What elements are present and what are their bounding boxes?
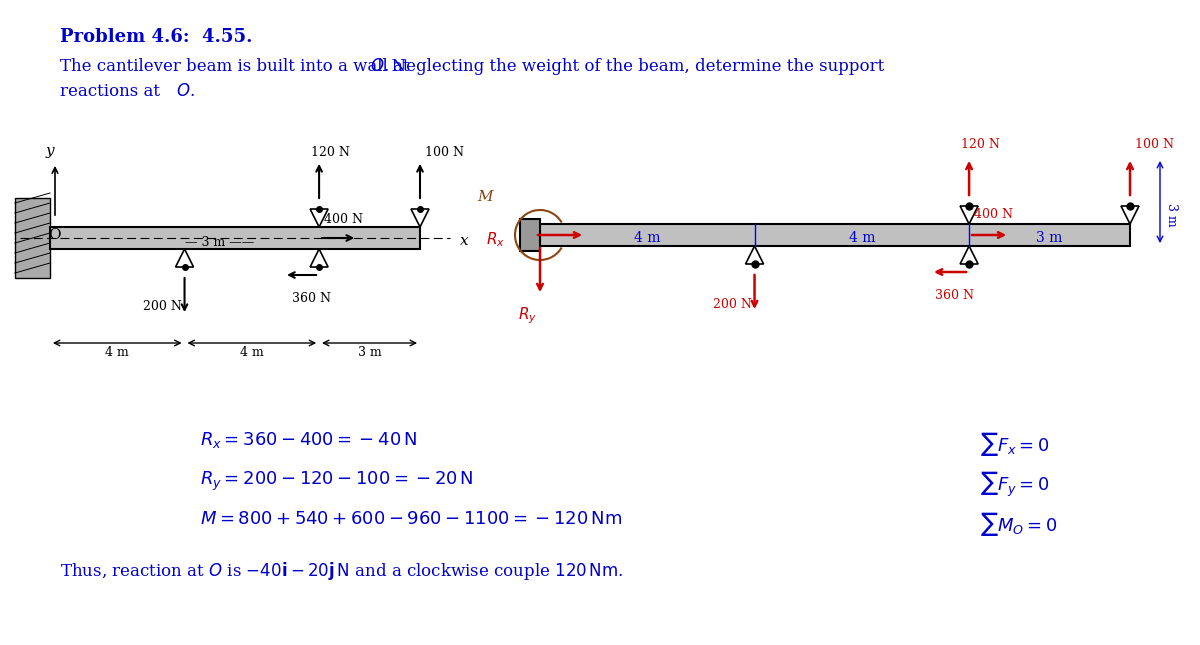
Text: y: y	[46, 144, 54, 158]
Text: $R_x$: $R_x$	[486, 231, 504, 250]
Text: 4 m: 4 m	[634, 231, 660, 245]
Text: 3 m: 3 m	[1165, 203, 1178, 227]
Text: 100 N: 100 N	[1135, 138, 1174, 151]
Text: 4 m: 4 m	[848, 231, 875, 245]
Polygon shape	[410, 209, 430, 227]
Text: $R_x = 360 - 400 = -40\,\mathrm{N}$: $R_x = 360 - 400 = -40\,\mathrm{N}$	[200, 430, 418, 450]
Text: $\sum M_O = 0$: $\sum M_O = 0$	[980, 510, 1057, 538]
Text: 400 N: 400 N	[974, 208, 1013, 221]
Text: 3 m: 3 m	[358, 346, 382, 359]
Text: 4 m: 4 m	[240, 346, 264, 359]
Text: $R_y = 200 - 120 - 100 = -20\,\mathrm{N}$: $R_y = 200 - 120 - 100 = -20\,\mathrm{N}…	[200, 470, 474, 493]
Bar	[540, 224, 1130, 246]
Polygon shape	[960, 246, 978, 264]
Text: 360 N: 360 N	[292, 292, 330, 305]
Polygon shape	[960, 206, 978, 224]
Text: 120 N: 120 N	[311, 146, 350, 159]
Text: Problem 4.6:  4.55.: Problem 4.6: 4.55.	[60, 28, 252, 46]
Text: 200 N: 200 N	[143, 301, 181, 313]
Bar	[520, 219, 540, 251]
Text: Neglecting the weight of the beam, determine the support: Neglecting the weight of the beam, deter…	[382, 58, 884, 75]
Polygon shape	[310, 249, 328, 267]
Text: $O$.: $O$.	[370, 58, 389, 75]
Text: $\sum F_y = 0$: $\sum F_y = 0$	[980, 470, 1050, 499]
Text: M: M	[478, 190, 493, 204]
Bar	[14, 198, 50, 278]
Text: — 3 m ——: — 3 m ——	[185, 235, 254, 248]
Text: 360 N: 360 N	[935, 289, 973, 302]
Text: 120 N: 120 N	[961, 138, 1000, 151]
Text: O: O	[48, 228, 61, 242]
Bar	[50, 227, 420, 249]
Polygon shape	[175, 249, 193, 267]
Text: Thus, reaction at $O$ is $-40\mathbf{i} - 20\mathbf{j}\,\mathrm{N}$ and a clockw: Thus, reaction at $O$ is $-40\mathbf{i} …	[60, 560, 623, 582]
Text: $\sum F_x = 0$: $\sum F_x = 0$	[980, 430, 1050, 458]
Text: $M = 800 + 540 + 600 - 960 - 1100 = -120\,\mathrm{Nm}$: $M = 800 + 540 + 600 - 960 - 1100 = -120…	[200, 510, 622, 528]
Text: 400 N: 400 N	[324, 213, 364, 226]
Text: 100 N: 100 N	[425, 146, 464, 159]
Text: 200 N: 200 N	[713, 297, 751, 310]
Text: 3 m: 3 m	[1037, 231, 1063, 245]
Text: 4 m: 4 m	[106, 346, 130, 359]
Polygon shape	[745, 246, 763, 264]
Text: $R_y$: $R_y$	[518, 305, 538, 326]
Text: The cantilever beam is built into a wall at: The cantilever beam is built into a wall…	[60, 58, 415, 75]
Polygon shape	[1121, 206, 1139, 224]
Text: reactions at: reactions at	[60, 83, 166, 100]
Polygon shape	[310, 209, 328, 227]
Text: $O$.: $O$.	[176, 83, 194, 100]
Text: x: x	[460, 234, 469, 248]
